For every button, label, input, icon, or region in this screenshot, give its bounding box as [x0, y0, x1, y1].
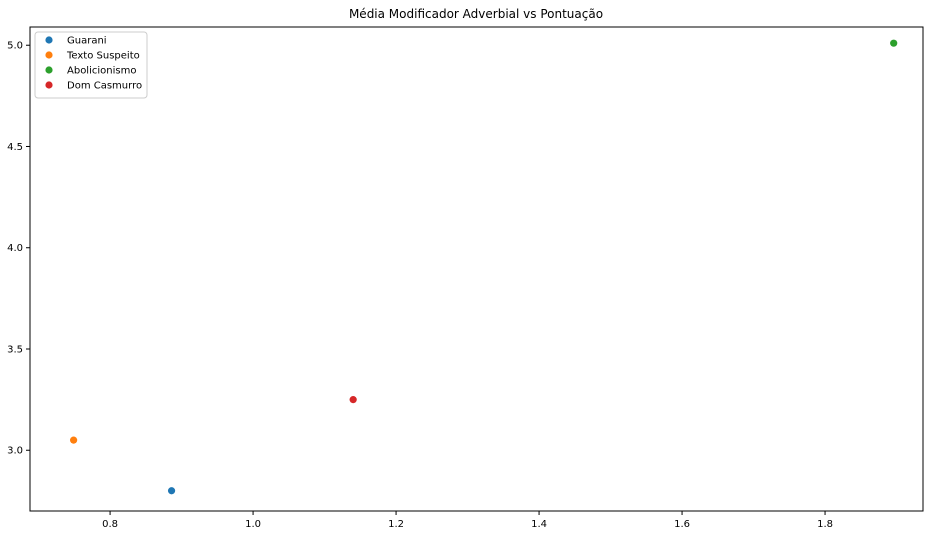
y-tick-label: 3.5 [7, 344, 23, 355]
y-tick-label: 3.0 [7, 446, 23, 457]
plot-frame [29, 26, 924, 512]
y-tick-label: 4.0 [7, 243, 23, 254]
x-tick-label: 1.6 [674, 519, 690, 530]
x-tick-label: 1.2 [388, 519, 404, 530]
chart-title: Média Modificador Adverbial vs Pontuação [349, 7, 603, 21]
x-tick-label: 0.8 [102, 519, 118, 530]
data-point-abolicionismo [890, 39, 898, 47]
legend-label: Abolicionismo [67, 66, 136, 77]
data-point-texto-suspeito [70, 436, 78, 444]
legend-marker [45, 51, 53, 59]
legend-label: Texto Suspeito [66, 51, 140, 62]
legend-label: Dom Casmurro [67, 81, 142, 92]
legend-box [34, 31, 148, 99]
y-tick-label: 5.0 [7, 41, 23, 52]
legend-marker [45, 66, 53, 74]
legend-marker [45, 81, 53, 89]
data-point-dom-casmurro [349, 396, 357, 404]
x-tick-label: 1.4 [531, 519, 547, 530]
data-point-guarani [167, 487, 176, 495]
legend: Guarani Texto Suspeito Abolicionismo Dom Ca… [34, 31, 148, 99]
y-tick-label: 4.5 [7, 142, 23, 153]
legend-marker [45, 36, 53, 44]
legend-label: Guarani [67, 36, 107, 47]
x-tick-label: 1.8 [817, 519, 833, 530]
x-tick-label: 1.0 [245, 519, 261, 530]
